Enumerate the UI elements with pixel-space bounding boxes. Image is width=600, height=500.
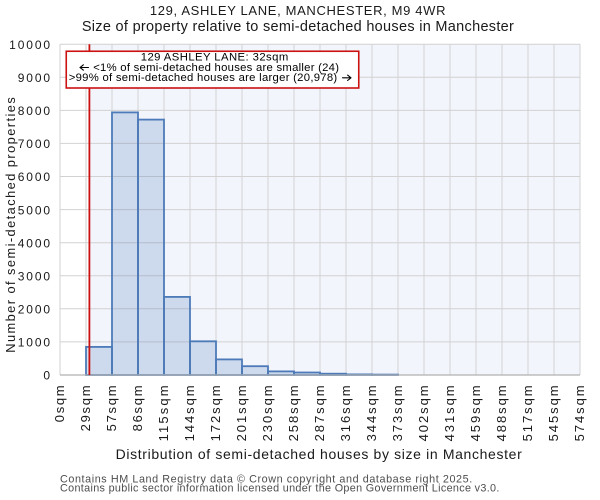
svg-text:6000: 6000 xyxy=(18,170,52,184)
svg-text:9000: 9000 xyxy=(18,71,52,85)
svg-text:129, ASHLEY LANE, MANCHESTER,: 129, ASHLEY LANE, MANCHESTER, M9 4WR xyxy=(150,3,446,18)
svg-text:57sqm: 57sqm xyxy=(104,385,119,431)
svg-text:4000: 4000 xyxy=(18,236,52,250)
svg-text:402sqm: 402sqm xyxy=(416,385,431,441)
svg-text:488sqm: 488sqm xyxy=(494,385,509,441)
svg-text:545sqm: 545sqm xyxy=(546,385,561,441)
svg-text:287sqm: 287sqm xyxy=(312,385,327,441)
svg-text:517sqm: 517sqm xyxy=(520,385,535,441)
svg-text:>99% of semi-detached houses a: >99% of semi-detached houses are larger … xyxy=(69,72,338,84)
svg-text:201sqm: 201sqm xyxy=(234,385,249,441)
svg-text:2000: 2000 xyxy=(18,303,52,317)
svg-text:1000: 1000 xyxy=(18,336,52,350)
svg-text:230sqm: 230sqm xyxy=(260,385,275,441)
svg-text:10000: 10000 xyxy=(9,38,52,52)
svg-text:3000: 3000 xyxy=(18,270,52,284)
svg-text:8000: 8000 xyxy=(18,104,52,118)
svg-text:7000: 7000 xyxy=(18,137,52,151)
svg-text:Size of property relative to s: Size of property relative to semi-detach… xyxy=(82,19,514,35)
svg-text:574sqm: 574sqm xyxy=(572,385,587,441)
svg-text:316sqm: 316sqm xyxy=(338,385,353,441)
svg-text:129 ASHLEY LANE: 32sqm: 129 ASHLEY LANE: 32sqm xyxy=(141,51,289,63)
svg-text:Contains public sector informa: Contains public sector information licen… xyxy=(60,483,500,495)
svg-text:373sqm: 373sqm xyxy=(390,385,405,441)
svg-text:459sqm: 459sqm xyxy=(468,385,483,441)
svg-text:344sqm: 344sqm xyxy=(364,385,379,441)
svg-text:258sqm: 258sqm xyxy=(286,385,301,441)
svg-text:431sqm: 431sqm xyxy=(442,385,457,441)
svg-text:0: 0 xyxy=(43,369,52,383)
svg-text:Contains HM Land Registry data: Contains HM Land Registry data © Crown c… xyxy=(60,474,473,486)
svg-text:5000: 5000 xyxy=(18,203,52,217)
svg-text:29sqm: 29sqm xyxy=(78,385,93,431)
svg-text:Number of semi-detached proper: Number of semi-detached properties xyxy=(3,97,18,353)
svg-text:86sqm: 86sqm xyxy=(130,385,145,431)
svg-text:144sqm: 144sqm xyxy=(182,385,197,441)
svg-text:115sqm: 115sqm xyxy=(156,385,171,441)
svg-text:<1% of semi-detached houses ar: <1% of semi-detached houses are smaller … xyxy=(93,62,339,74)
svg-text:172sqm: 172sqm xyxy=(208,385,223,441)
svg-text:Distribution of semi-detached: Distribution of semi-detached houses by … xyxy=(116,446,523,462)
svg-text:0sqm: 0sqm xyxy=(52,385,67,422)
